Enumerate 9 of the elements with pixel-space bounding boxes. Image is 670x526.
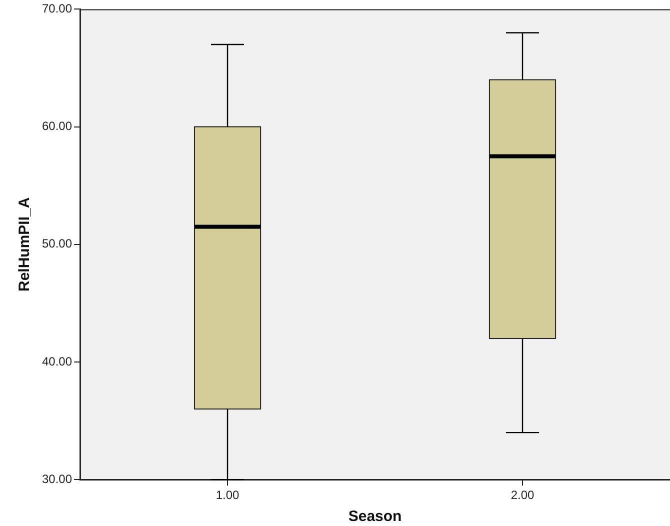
x-tick-label: 1.00: [216, 488, 240, 502]
y-axis-title: RelHumPII_A: [16, 197, 34, 292]
y-tick-label: 50.00: [42, 236, 72, 251]
x-tick-label: 2.00: [510, 488, 535, 502]
y-tick-label: 70.00: [42, 2, 72, 16]
x-axis-title: Season: [348, 508, 402, 526]
y-tick-label: 40.00: [42, 354, 72, 368]
y-tick-label: 30.00: [42, 472, 72, 486]
y-tick-label: 60.00: [42, 119, 72, 134]
